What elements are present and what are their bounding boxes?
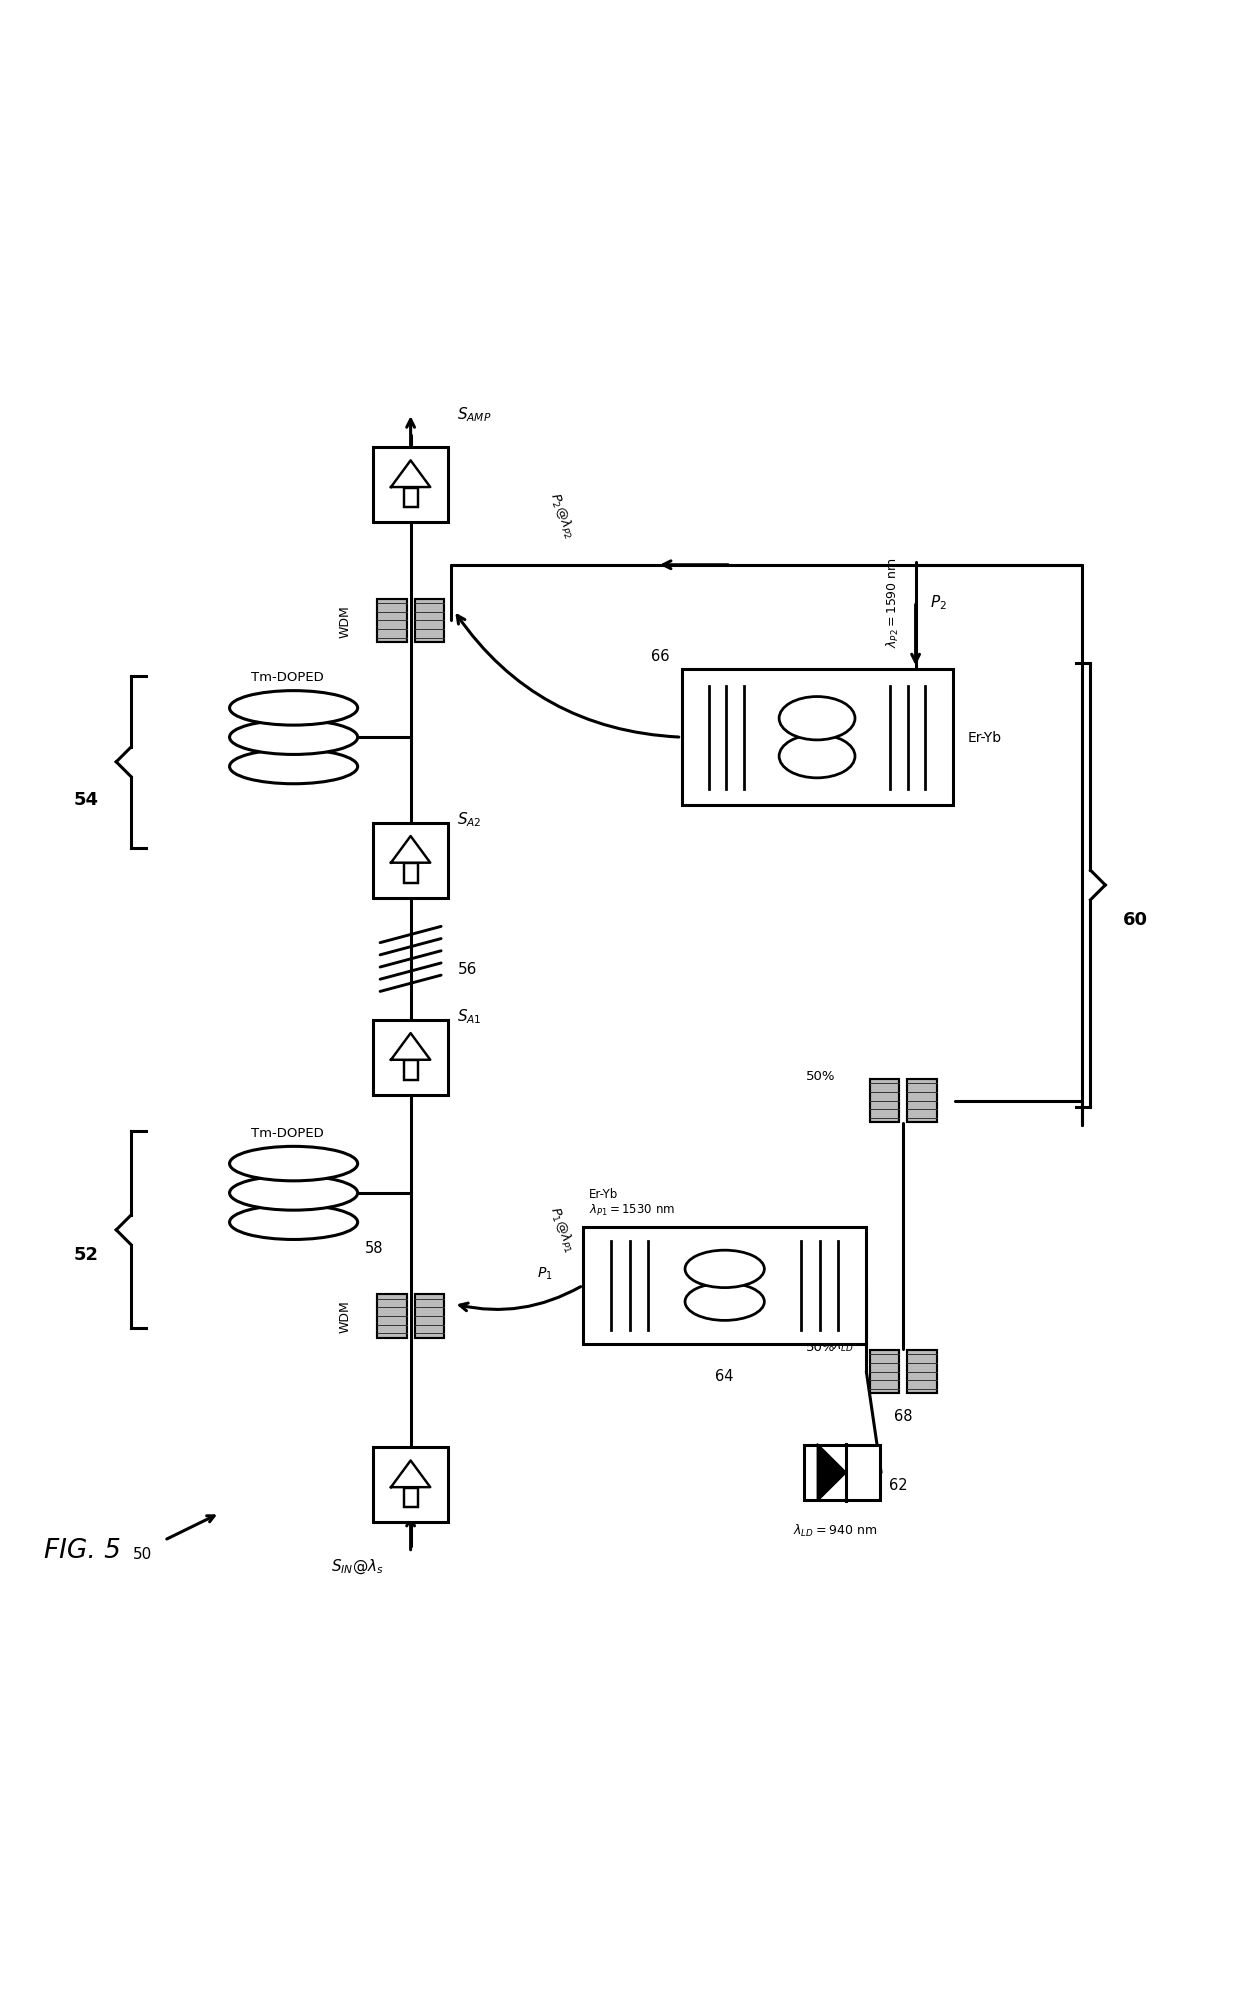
Ellipse shape: [229, 692, 357, 726]
Text: $\lambda_{P2}=1590\ \mathrm{nm}$: $\lambda_{P2}=1590\ \mathrm{nm}$: [884, 557, 900, 648]
Text: $S_{A1}$: $S_{A1}$: [458, 1007, 482, 1027]
Text: WDM: WDM: [339, 604, 351, 638]
Text: $S_{AMP}$: $S_{AMP}$: [458, 405, 492, 423]
Text: 58: 58: [365, 1241, 383, 1255]
Text: $S_{A2}$: $S_{A2}$: [458, 810, 482, 828]
Text: Er-Yb
$\lambda_{P1}=1530\ \mathrm{nm}$: Er-Yb $\lambda_{P1}=1530\ \mathrm{nm}$: [589, 1187, 676, 1217]
Bar: [373, 1448, 448, 1522]
Text: 54: 54: [74, 790, 99, 808]
Text: 50%: 50%: [806, 1071, 836, 1083]
Bar: [373, 824, 448, 898]
Bar: [403, 864, 418, 884]
Polygon shape: [391, 836, 430, 864]
Text: $P_1$@$\lambda_{P1}$: $P_1$@$\lambda_{P1}$: [546, 1205, 578, 1255]
Polygon shape: [391, 1462, 430, 1488]
Text: 68: 68: [894, 1410, 913, 1424]
Bar: [414, 1295, 444, 1337]
Text: $\lambda_{LD}=940\ \mathrm{nm}$: $\lambda_{LD}=940\ \mathrm{nm}$: [794, 1522, 878, 1538]
Bar: [908, 1349, 936, 1393]
Text: WDM: WDM: [339, 1299, 351, 1333]
Text: FIG. 5: FIG. 5: [43, 1538, 120, 1564]
Bar: [377, 1295, 407, 1337]
Text: 62: 62: [889, 1478, 908, 1492]
Bar: [403, 1488, 418, 1508]
Text: Tm-DOPED: Tm-DOPED: [250, 670, 324, 684]
Ellipse shape: [779, 736, 856, 778]
Bar: [869, 1079, 899, 1123]
Polygon shape: [391, 1033, 430, 1061]
Bar: [403, 1061, 418, 1081]
Text: 60: 60: [1122, 910, 1147, 928]
Text: Er-Yb: Er-Yb: [967, 732, 1002, 744]
Text: $\lambda_{LD}$: $\lambda_{LD}$: [844, 1331, 866, 1347]
Bar: [373, 447, 448, 523]
Bar: [414, 599, 444, 642]
Text: Tm-DOPED: Tm-DOPED: [250, 1127, 324, 1139]
Bar: [804, 1446, 880, 1500]
Bar: [682, 670, 952, 806]
Text: $P_1$: $P_1$: [537, 1265, 552, 1281]
Bar: [373, 1021, 448, 1095]
Text: 66: 66: [651, 650, 670, 664]
Polygon shape: [817, 1444, 846, 1502]
Text: $S_{IN}$@$\lambda_s$: $S_{IN}$@$\lambda_s$: [331, 1556, 383, 1574]
Text: 56: 56: [458, 962, 477, 976]
Text: 64: 64: [715, 1369, 734, 1383]
Ellipse shape: [229, 1205, 357, 1239]
Bar: [403, 489, 418, 507]
Text: 50%: 50%: [806, 1341, 836, 1353]
Ellipse shape: [229, 750, 357, 784]
Text: $P_2$: $P_2$: [930, 593, 947, 612]
Polygon shape: [391, 461, 430, 487]
Text: 50: 50: [133, 1546, 153, 1562]
Ellipse shape: [779, 698, 856, 740]
Text: $P_2$@$\lambda_{P2}$: $P_2$@$\lambda_{P2}$: [546, 491, 578, 541]
Ellipse shape: [229, 720, 357, 756]
Ellipse shape: [684, 1283, 764, 1321]
Bar: [583, 1227, 867, 1343]
Ellipse shape: [229, 1147, 357, 1181]
Ellipse shape: [684, 1251, 764, 1287]
Text: $\lambda_{LD}$: $\lambda_{LD}$: [833, 1337, 854, 1353]
Text: 52: 52: [74, 1245, 99, 1263]
Ellipse shape: [229, 1177, 357, 1211]
Bar: [908, 1079, 936, 1123]
Bar: [869, 1349, 899, 1393]
Bar: [377, 599, 407, 642]
